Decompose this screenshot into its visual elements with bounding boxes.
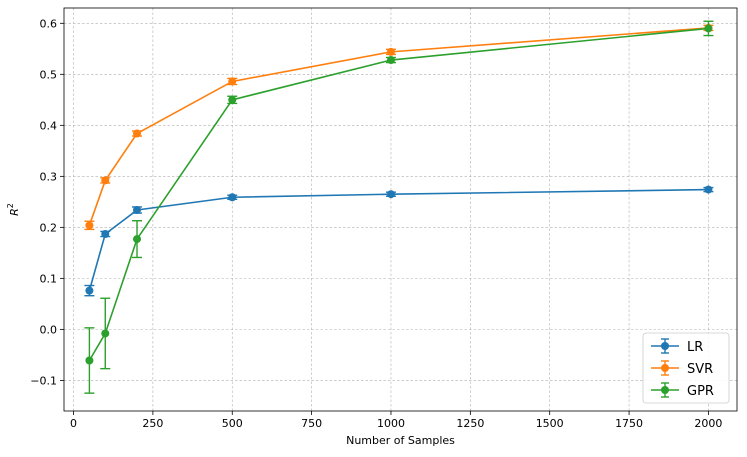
x-tick-label: 1500 — [536, 417, 564, 430]
y-tick-label: 0.5 — [40, 68, 58, 81]
x-tick-label: 0 — [70, 417, 77, 430]
lr-point — [133, 206, 142, 215]
y-axis-label: R2 — [6, 203, 21, 216]
lr-point — [704, 185, 713, 194]
series-gpr — [84, 20, 714, 394]
svr-point — [85, 221, 94, 230]
legend: LR SVR GPR — [642, 332, 730, 404]
lr-point — [228, 193, 237, 202]
gpr-point — [386, 56, 395, 65]
lr-point — [386, 190, 395, 199]
y-tick-label: 0.4 — [40, 119, 58, 132]
gpr-point — [133, 235, 142, 244]
x-tick-label: 750 — [301, 417, 322, 430]
x-axis: 0 250 500 750 1000 1250 1500 1750 2000 — [70, 411, 722, 430]
legend-item-svr: SVR — [651, 360, 713, 377]
plot-frame — [63, 7, 738, 412]
lr-line — [88, 188, 709, 291]
svr-point — [228, 77, 237, 86]
lr-point — [101, 229, 110, 238]
series-layer — [84, 20, 714, 394]
y-tick-label: 0.2 — [40, 221, 58, 234]
y-tick-label: 0.6 — [40, 17, 58, 30]
gpr-point — [228, 95, 237, 104]
lr-point — [85, 286, 94, 295]
legend-item-lr: LR — [651, 338, 703, 355]
x-tick-label: 2000 — [694, 417, 722, 430]
legend-label: GPR — [687, 384, 714, 399]
legend-label: LR — [687, 340, 703, 355]
gpr-line — [88, 27, 709, 361]
x-tick-label: 250 — [142, 417, 163, 430]
gpr-point — [85, 356, 94, 365]
y-axis-label-superscript: 2 — [6, 203, 15, 208]
x-tick-label: 500 — [222, 417, 243, 430]
svr-point — [386, 47, 395, 56]
y-tick-label: 0.1 — [40, 272, 58, 285]
x-tick-label: 1250 — [456, 417, 484, 430]
legend-swatch-marker — [661, 386, 669, 394]
svr-point — [101, 176, 110, 185]
legend-item-gpr: GPR — [651, 382, 714, 399]
y-axis: −0.1 0.0 0.1 0.2 0.3 0.4 0.5 0.6 — [30, 17, 64, 387]
y-tick-label: −0.1 — [30, 374, 57, 387]
gpr-point — [704, 24, 713, 33]
legend-label: SVR — [687, 362, 713, 377]
legend-swatch-marker — [661, 364, 669, 372]
y-axis-label-main: R — [8, 208, 21, 216]
legend-swatch-marker — [661, 342, 669, 350]
y-tick-label: 0.3 — [40, 170, 58, 183]
gpr-point — [101, 329, 110, 338]
x-tick-label: 1000 — [377, 417, 405, 430]
x-tick-label: 1750 — [615, 417, 643, 430]
svr-line — [88, 27, 709, 226]
svr-point — [133, 129, 142, 138]
y-tick-label: 0.0 — [40, 323, 58, 336]
series-lr — [84, 185, 714, 297]
x-axis-label: Number of Samples — [346, 434, 455, 447]
